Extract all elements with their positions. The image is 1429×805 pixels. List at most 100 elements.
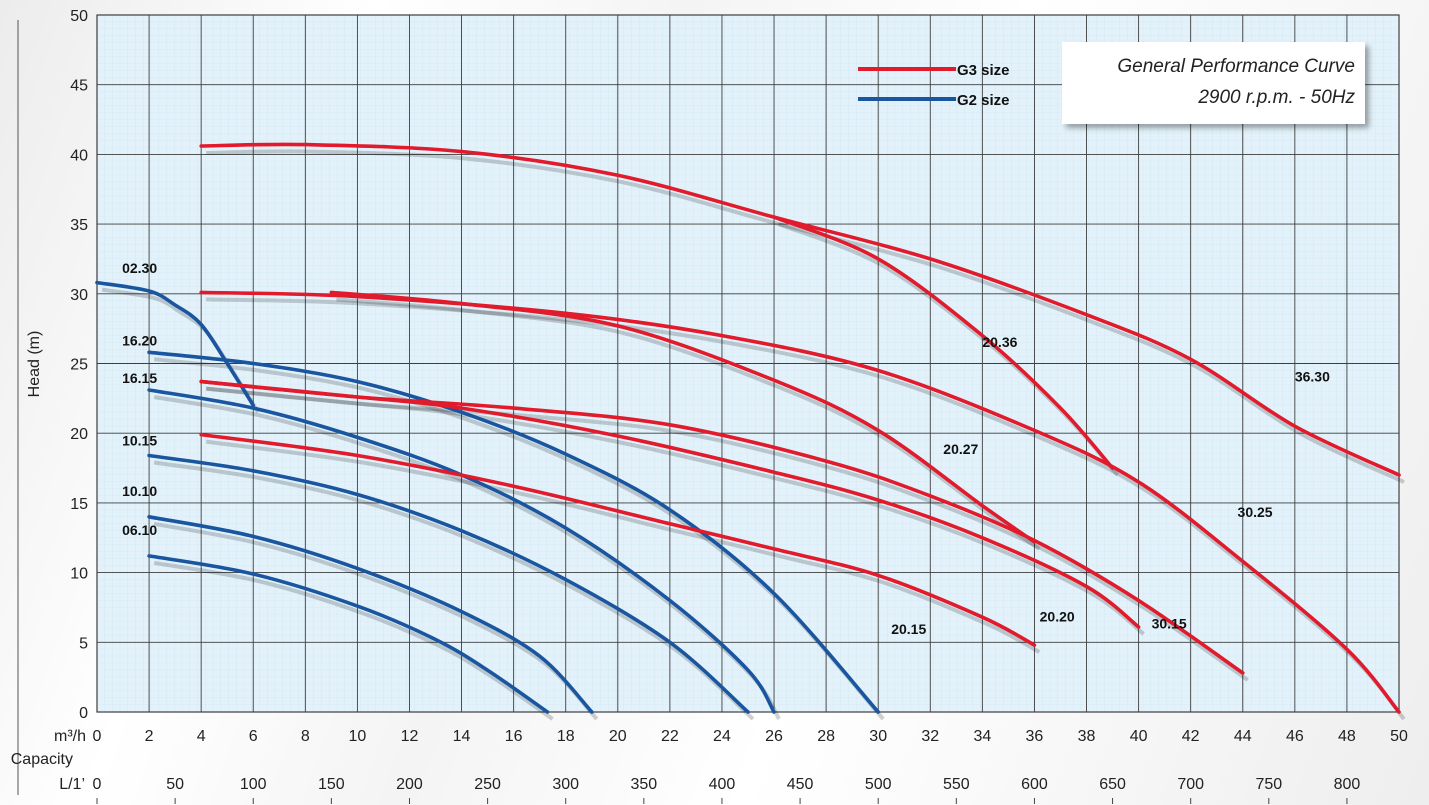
legend-label-g2: G2 size (957, 92, 1010, 109)
curve-label-20.20: 20.20 (1040, 608, 1075, 624)
x-tick-label: 40 (1130, 728, 1148, 745)
x2-tick-label: 350 (630, 776, 657, 793)
y-tick-label: 35 (70, 217, 88, 234)
x-tick-label: 30 (869, 728, 887, 745)
y-tick-label: 40 (70, 147, 88, 164)
y-tick-label: 20 (70, 426, 88, 443)
x-tick-label: 12 (401, 728, 419, 745)
curve-10.15 (147, 453, 750, 714)
x-tick-label: 14 (453, 728, 471, 745)
x-tick-label: 0 (93, 728, 102, 745)
curve-shadow-10.10 (153, 521, 599, 721)
x2-tick-label: 450 (787, 776, 814, 793)
x-tick-label: 22 (661, 728, 679, 745)
curve-20.27 (329, 290, 1037, 544)
y-tick-labels: 0 5 10 15 20 25 30 35 40 45 50 (70, 8, 88, 722)
x-tick-label: 34 (973, 728, 991, 745)
curve-shadow-30.25 (206, 297, 1406, 721)
curve-label-16.15: 16.15 (122, 370, 157, 386)
x2-tick-label: 250 (474, 776, 501, 793)
x-tick-label: 42 (1182, 728, 1200, 745)
x-tick-label: 46 (1286, 728, 1304, 745)
curve-label-30.15: 30.15 (1152, 615, 1187, 631)
y-tick-label: 0 (79, 705, 88, 722)
curve-20.36 (772, 215, 1115, 470)
curve-label-20.15: 20.15 (891, 621, 926, 637)
x-tick-label: 26 (765, 728, 783, 745)
curve-label-10.10: 10.10 (122, 483, 157, 499)
curve-label-02.30: 02.30 (122, 260, 157, 276)
curve-label-20.27: 20.27 (943, 441, 978, 457)
x-tick-label: 32 (921, 728, 939, 745)
x-unit-label: m³/h (54, 728, 86, 745)
x2-tick-label: 50 (166, 776, 184, 793)
curve-shadow-20.20 (206, 386, 1145, 636)
curve-02.30 (95, 280, 255, 408)
x2-tick-label: 150 (318, 776, 345, 793)
x-tick-label: 50 (1390, 728, 1408, 745)
curve-20.15 (199, 432, 1037, 647)
x2-tick-label: 550 (943, 776, 970, 793)
x2-tick-labels: 0 50 100 150 200 250 300 350 400 450 500 550 600 650 7… (93, 776, 1361, 793)
x2-tick-label: 600 (1021, 776, 1048, 793)
x2-tick-label: 800 (1334, 776, 1361, 793)
x-tick-label: 4 (197, 728, 206, 745)
curves (95, 142, 1406, 721)
curve-16.20 (147, 350, 880, 714)
curve-shadow-30.15 (206, 386, 1249, 682)
curve-16.15 (147, 388, 776, 714)
x2-tick-label: 0 (93, 776, 102, 793)
y-tick-label: 50 (70, 8, 88, 25)
x-tick-labels: 0 2 4 6 8 10 12 14 16 18 20 22 24 26 28 30 32 34 36 38 40 42 4… (93, 728, 1408, 745)
info-box-panel (1062, 42, 1365, 124)
x-tick-label: 8 (301, 728, 310, 745)
x2-tick-label: 700 (1177, 776, 1204, 793)
x-tick-label: 36 (1026, 728, 1044, 745)
info-box-line1: General Performance Curve (1117, 56, 1355, 77)
x-tick-label: 10 (349, 728, 367, 745)
curve-labels: 02.30 16.20 16.15 10.15 10.10 06.10 36.30 20.36… (122, 260, 1330, 637)
x-tick-label: 20 (609, 728, 627, 745)
y-tick-label: 5 (79, 635, 88, 652)
x-tick-label: 44 (1234, 728, 1252, 745)
x2-tick-label: 500 (865, 776, 892, 793)
x2-tick-label: 650 (1099, 776, 1126, 793)
curve-label-20.36: 20.36 (982, 334, 1017, 350)
x2-tick-label: 400 (709, 776, 736, 793)
x2-tick-label: 200 (396, 776, 423, 793)
curve-label-36.30: 36.30 (1295, 369, 1330, 385)
x-tick-label: 28 (817, 728, 835, 745)
curve-label-06.10: 06.10 (122, 522, 157, 538)
y-tick-label: 45 (70, 78, 88, 95)
curve-shadow-06.10 (153, 560, 554, 721)
curve-10.10 (147, 515, 594, 714)
curve-shadow-20.27 (336, 297, 1041, 551)
y-axis-title: Head (m) (26, 331, 43, 398)
x2-tick-label: 750 (1255, 776, 1282, 793)
bottom-tick-marks (96, 798, 1348, 804)
y-tick-label: 30 (70, 287, 88, 304)
legend: G3 size G2 size (858, 62, 1010, 109)
x-tick-label: 6 (249, 728, 258, 745)
x-tick-label: 18 (557, 728, 575, 745)
curve-label-16.20: 16.20 (122, 332, 157, 348)
curve-20.20 (199, 379, 1141, 629)
x2-tick-label: 100 (240, 776, 267, 793)
info-box-line2: 2900 r.p.m. - 50Hz (1197, 87, 1355, 108)
x-tick-label: 16 (505, 728, 523, 745)
y-tick-label: 15 (70, 496, 88, 513)
curve-06.10 (147, 554, 550, 714)
x-axis-title: Capacity (11, 751, 73, 768)
y-tick-label: 10 (70, 566, 88, 583)
x-tick-label: 38 (1078, 728, 1096, 745)
curve-label-10.15: 10.15 (122, 433, 157, 449)
legend-label-g3: G3 size (957, 62, 1010, 79)
x-tick-label: 2 (145, 728, 154, 745)
info-box: General Performance Curve 2900 r.p.m. - … (1062, 42, 1365, 124)
curve-shadow-10.15 (153, 460, 755, 721)
curve-shadow-20.15 (205, 439, 1041, 654)
x2-tick-label: 300 (552, 776, 579, 793)
x-tick-label: 24 (713, 728, 731, 745)
x-tick-label: 48 (1338, 728, 1356, 745)
